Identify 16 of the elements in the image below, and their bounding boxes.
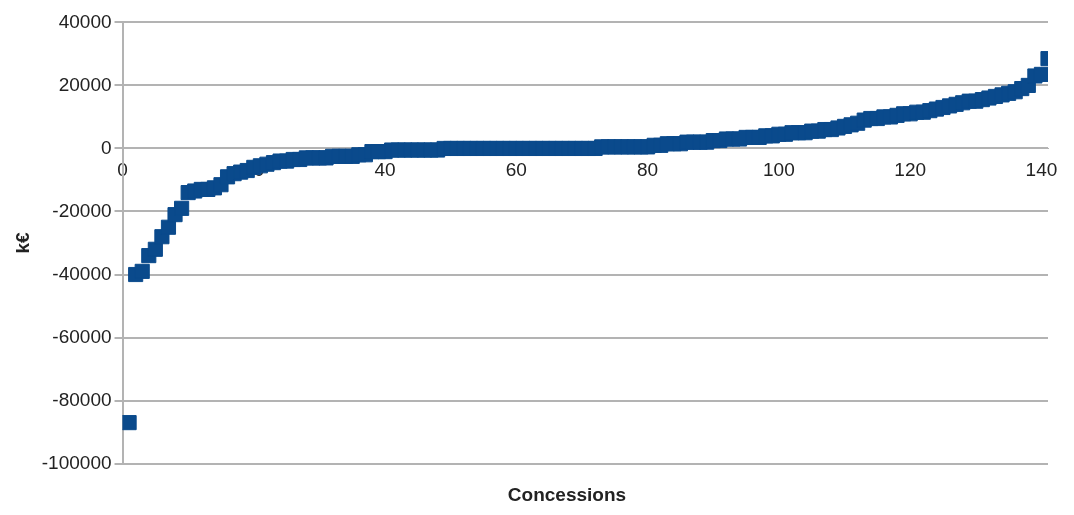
y-tick-label: 20000	[58, 73, 112, 95]
x-tick-label: 100	[763, 159, 795, 181]
x-tick-label: 40	[374, 159, 396, 181]
x-tick-label: 60	[505, 159, 527, 181]
x-tick-label: 140	[1025, 159, 1058, 181]
x-axis-title: Concessions	[506, 484, 628, 506]
y-tick-label: 0	[100, 136, 112, 158]
y-tick-label: -80000	[52, 388, 112, 410]
y-tick-label: 40000	[58, 10, 112, 32]
y-tick-label: -40000	[52, 262, 112, 284]
y-tick-label: -20000	[52, 199, 112, 221]
x-tick-label: 120	[894, 159, 927, 181]
x-tick-label: 80	[637, 159, 659, 181]
y-axis-title: k€	[11, 232, 33, 254]
y-tick-label: -60000	[52, 325, 112, 347]
y-tick-label: -100000	[41, 451, 112, 473]
